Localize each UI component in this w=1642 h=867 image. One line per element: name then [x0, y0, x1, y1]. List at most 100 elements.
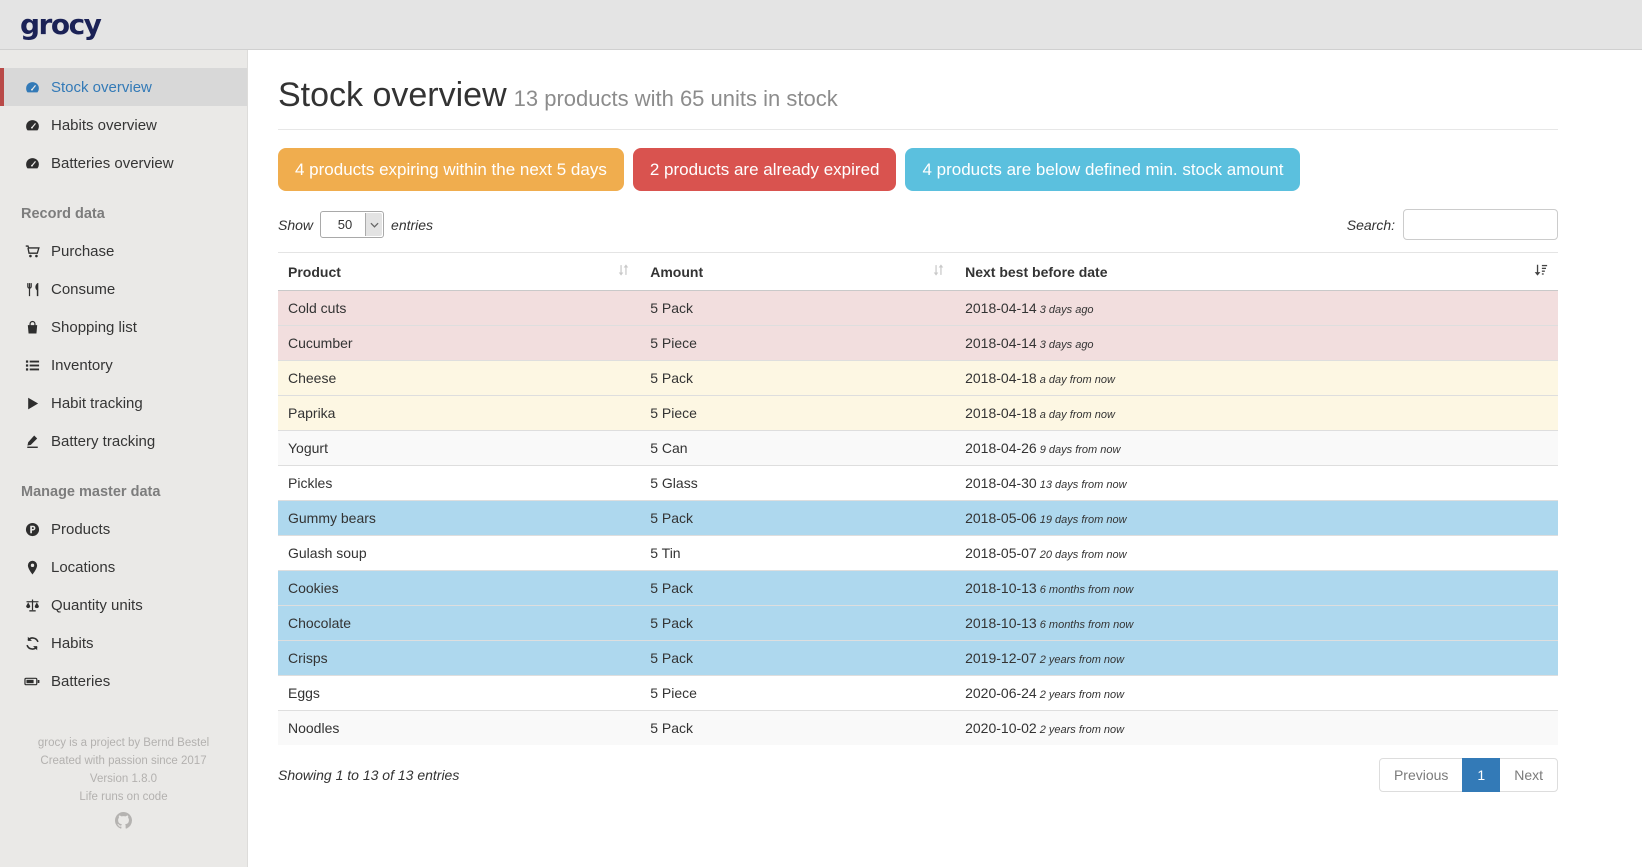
cell-best-before: 2019-12-07 2 years from now: [955, 640, 1558, 676]
utensils-icon: [21, 282, 43, 297]
sidebar-item-products[interactable]: Products: [0, 510, 247, 548]
relative-time: 2 years from now: [1039, 724, 1125, 736]
pagination-previous[interactable]: Previous: [1378, 758, 1464, 792]
sidebar-item-habit-tracking[interactable]: Habit tracking: [0, 384, 247, 422]
relative-time: 3 days ago: [1039, 304, 1094, 316]
sidebar-item-label: Batteries: [51, 672, 111, 690]
sidebar-section-manage-master-data: Manage master data: [21, 484, 161, 500]
sidebar-item-batteries-overview[interactable]: Batteries overview: [0, 144, 247, 182]
footer-line: Life runs on code: [79, 791, 168, 803]
balance-scale-icon: [21, 598, 43, 613]
title-divider: [278, 129, 1558, 130]
pagination-next[interactable]: Next: [1499, 758, 1558, 792]
table-row-crisps[interactable]: Crisps 5 Pack 2019-12-07 2 years from now: [278, 640, 1558, 676]
sidebar-item-label: Battery tracking: [51, 432, 156, 450]
column-label: Next best before date: [965, 263, 1108, 280]
table-header-row: Product Amount Next best before date: [278, 252, 1558, 291]
expiring-soon-button[interactable]: 4 products expiring within the next 5 da…: [278, 148, 624, 191]
sidebar-item-batteries[interactable]: Batteries: [0, 662, 247, 700]
below-min-stock-button[interactable]: 4 products are below defined min. stock …: [905, 148, 1301, 191]
sidebar-item-locations[interactable]: Locations: [0, 548, 247, 586]
product-p-icon: [21, 522, 43, 537]
cell-amount: 5 Piece: [640, 395, 956, 431]
cell-amount: 5 Pack: [640, 710, 956, 745]
cell-best-before: 2018-05-07 20 days from now: [955, 535, 1558, 571]
cell-amount: 5 Can: [640, 430, 956, 466]
sidebar-item-label: Shopping list: [51, 318, 137, 336]
sidebar-item-label: Inventory: [51, 356, 113, 374]
search-control: Search:: [1347, 209, 1558, 240]
table-row-chocolate[interactable]: Chocolate 5 Pack 2018-10-13 6 months from n…: [278, 605, 1558, 641]
table-row-pickles[interactable]: Pickles 5 Glass 2018-04-30 13 days from now: [278, 465, 1558, 501]
table-controls: Show 50 entries Search:: [278, 209, 1558, 240]
sidebar-nav: Stock overview Habits overview Batteries o…: [0, 50, 247, 700]
sidebar-item-inventory[interactable]: Inventory: [0, 346, 247, 384]
tachometer-icon: [21, 80, 43, 95]
relative-time: 2 years from now: [1039, 689, 1125, 701]
table-row-noodles[interactable]: Noodles 5 Pack 2020-10-02 2 years from now: [278, 710, 1558, 745]
table-row-cookies[interactable]: Cookies 5 Pack 2018-10-13 6 months from now: [278, 570, 1558, 606]
play-icon: [21, 396, 43, 411]
sidebar-item-label: Habit tracking: [51, 394, 143, 412]
column-label: Amount: [650, 263, 704, 280]
table-footer: Showing 1 to 13 of 13 entries Previous 1…: [278, 758, 1558, 792]
footer-line: Version 1.8.0: [89, 773, 158, 785]
sidebar-item-habits[interactable]: Habits: [0, 624, 247, 662]
table-row-yogurt[interactable]: Yogurt 5 Can 2018-04-26 9 days from now: [278, 430, 1558, 466]
entries-label: entries: [391, 216, 434, 233]
cell-amount: 5 Tin: [640, 535, 956, 571]
sort-both-icon: [617, 263, 630, 280]
relative-time: 13 days from now: [1039, 479, 1127, 491]
map-marker-icon: [21, 560, 43, 575]
sidebar-item-label: Locations: [51, 558, 116, 576]
expired-button[interactable]: 2 products are already expired: [632, 148, 897, 191]
pagination-page-1[interactable]: 1: [1462, 758, 1501, 792]
table-row-gummy-bears[interactable]: Gummy bears 5 Pack 2018-05-06 19 days from …: [278, 500, 1558, 536]
main-content: Stock overview 13 products with 65 units …: [248, 50, 1642, 867]
page-size-select[interactable]: 50: [320, 211, 385, 238]
table-row-cheese[interactable]: Cheese 5 Pack 2018-04-18 a day from now: [278, 360, 1558, 396]
cell-amount: 5 Pack: [650, 300, 694, 316]
sidebar-item-shopping-list[interactable]: Shopping list: [0, 308, 247, 346]
cell-amount: 5 Pack: [640, 570, 956, 606]
table-row-cold-cuts[interactable]: Cold cuts 5 Pack 2018-04-14 3 days ago: [278, 290, 1558, 326]
tachometer-icon: [21, 118, 43, 133]
column-header-next-best-before-date[interactable]: Next best before date: [955, 252, 1558, 291]
cell-best-before: 2018-04-26 9 days from now: [955, 430, 1558, 466]
search-input[interactable]: [1403, 209, 1558, 240]
cell-amount: 5 Glass: [640, 465, 956, 501]
cell-best-before: 2018-04-30 13 days from now: [955, 465, 1558, 501]
sidebar-item-battery-tracking[interactable]: Battery tracking: [0, 422, 247, 460]
table-row-paprika[interactable]: Paprika 5 Piece 2018-04-18 a day from now: [278, 395, 1558, 431]
stock-table: Product Amount Next best before date Cold …: [278, 252, 1558, 745]
sidebar-item-stock-overview[interactable]: Stock overview: [0, 68, 247, 106]
relative-time: 2 years from now: [1039, 654, 1125, 666]
sidebar-item-habits-overview[interactable]: Habits overview: [0, 106, 247, 144]
sync-icon: [21, 636, 43, 651]
cell-amount: 5 Pack: [640, 640, 956, 676]
table-row-eggs[interactable]: Eggs 5 Piece 2020-06-24 2 years from now: [278, 675, 1558, 711]
table-info: Showing 1 to 13 of 13 entries: [278, 767, 460, 783]
cell-product: Cheese: [278, 360, 641, 396]
app-logo[interactable]: grocy: [20, 8, 102, 41]
cell-best-before: 2018-10-13 6 months from now: [955, 570, 1558, 606]
sidebar-item-label: Stock overview: [51, 78, 152, 96]
cell-product: Crisps: [278, 640, 641, 676]
column-header-product[interactable]: Product: [278, 252, 641, 291]
github-icon[interactable]: [115, 812, 132, 835]
relative-time: a day from now: [1039, 409, 1115, 421]
shopping-bag-icon: [21, 320, 43, 335]
table-row-gulash-soup[interactable]: Gulash soup 5 Tin 2018-05-07 20 days from n…: [278, 535, 1558, 571]
top-navbar: grocy: [0, 0, 1642, 50]
table-row-cucumber[interactable]: Cucumber 5 Piece 2018-04-14 3 days ago: [278, 325, 1558, 361]
page-size-value: 50: [337, 217, 353, 232]
sort-both-icon: [932, 263, 945, 280]
pen-icon: [21, 434, 43, 449]
sidebar-item-purchase[interactable]: Purchase: [0, 232, 247, 270]
sidebar-item-label: Habits overview: [51, 116, 157, 134]
relative-time: 9 days from now: [1039, 444, 1121, 456]
sidebar-item-consume[interactable]: Consume: [0, 270, 247, 308]
column-header-amount[interactable]: Amount: [640, 252, 956, 291]
cell-product: Pickles: [278, 465, 641, 501]
sidebar-item-quantity-units[interactable]: Quantity units: [0, 586, 247, 624]
